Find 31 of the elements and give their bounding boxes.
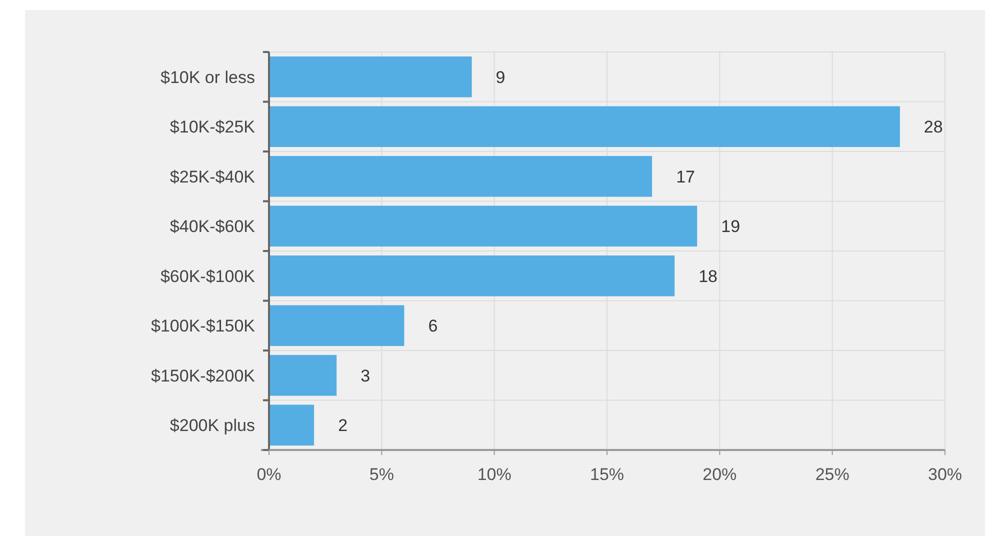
x-tick-label: 5%	[369, 465, 394, 484]
y-tick-label: $100K-$150K	[151, 316, 256, 336]
bar	[269, 354, 337, 396]
data-label: 28	[924, 118, 943, 137]
bar	[269, 255, 675, 296]
x-tick-label: 0%	[256, 465, 282, 484]
bar	[269, 404, 314, 446]
bar	[269, 206, 698, 247]
x-tick-label: 25%	[815, 465, 850, 484]
data-label: 18	[698, 266, 718, 286]
data-label: 6	[428, 316, 438, 336]
data-label: 3	[360, 366, 370, 386]
data-label: 2	[338, 416, 348, 436]
x-tick-label: 15%	[590, 465, 624, 484]
y-tick-label: $40K-$60K	[170, 217, 256, 236]
x-tick-label: 10%	[477, 465, 512, 484]
y-tick-label: $200K plus	[170, 416, 255, 436]
data-label: 17	[676, 167, 695, 186]
x-tick-label: 20%	[702, 465, 737, 484]
bar	[269, 106, 900, 148]
bar	[269, 305, 404, 346]
y-tick-label: $10K-$25K	[170, 118, 256, 137]
bar	[269, 156, 652, 197]
x-tick-label: 30%	[928, 465, 962, 484]
data-label: 9	[496, 68, 506, 87]
y-tick-label: $10K or less	[160, 68, 255, 87]
y-tick-label: $60K-$100K	[160, 266, 256, 286]
y-tick-label: $150K-$200K	[151, 366, 256, 386]
data-label: 19	[721, 217, 740, 236]
y-tick-label: $25K-$40K	[170, 167, 256, 186]
bar	[269, 56, 472, 98]
